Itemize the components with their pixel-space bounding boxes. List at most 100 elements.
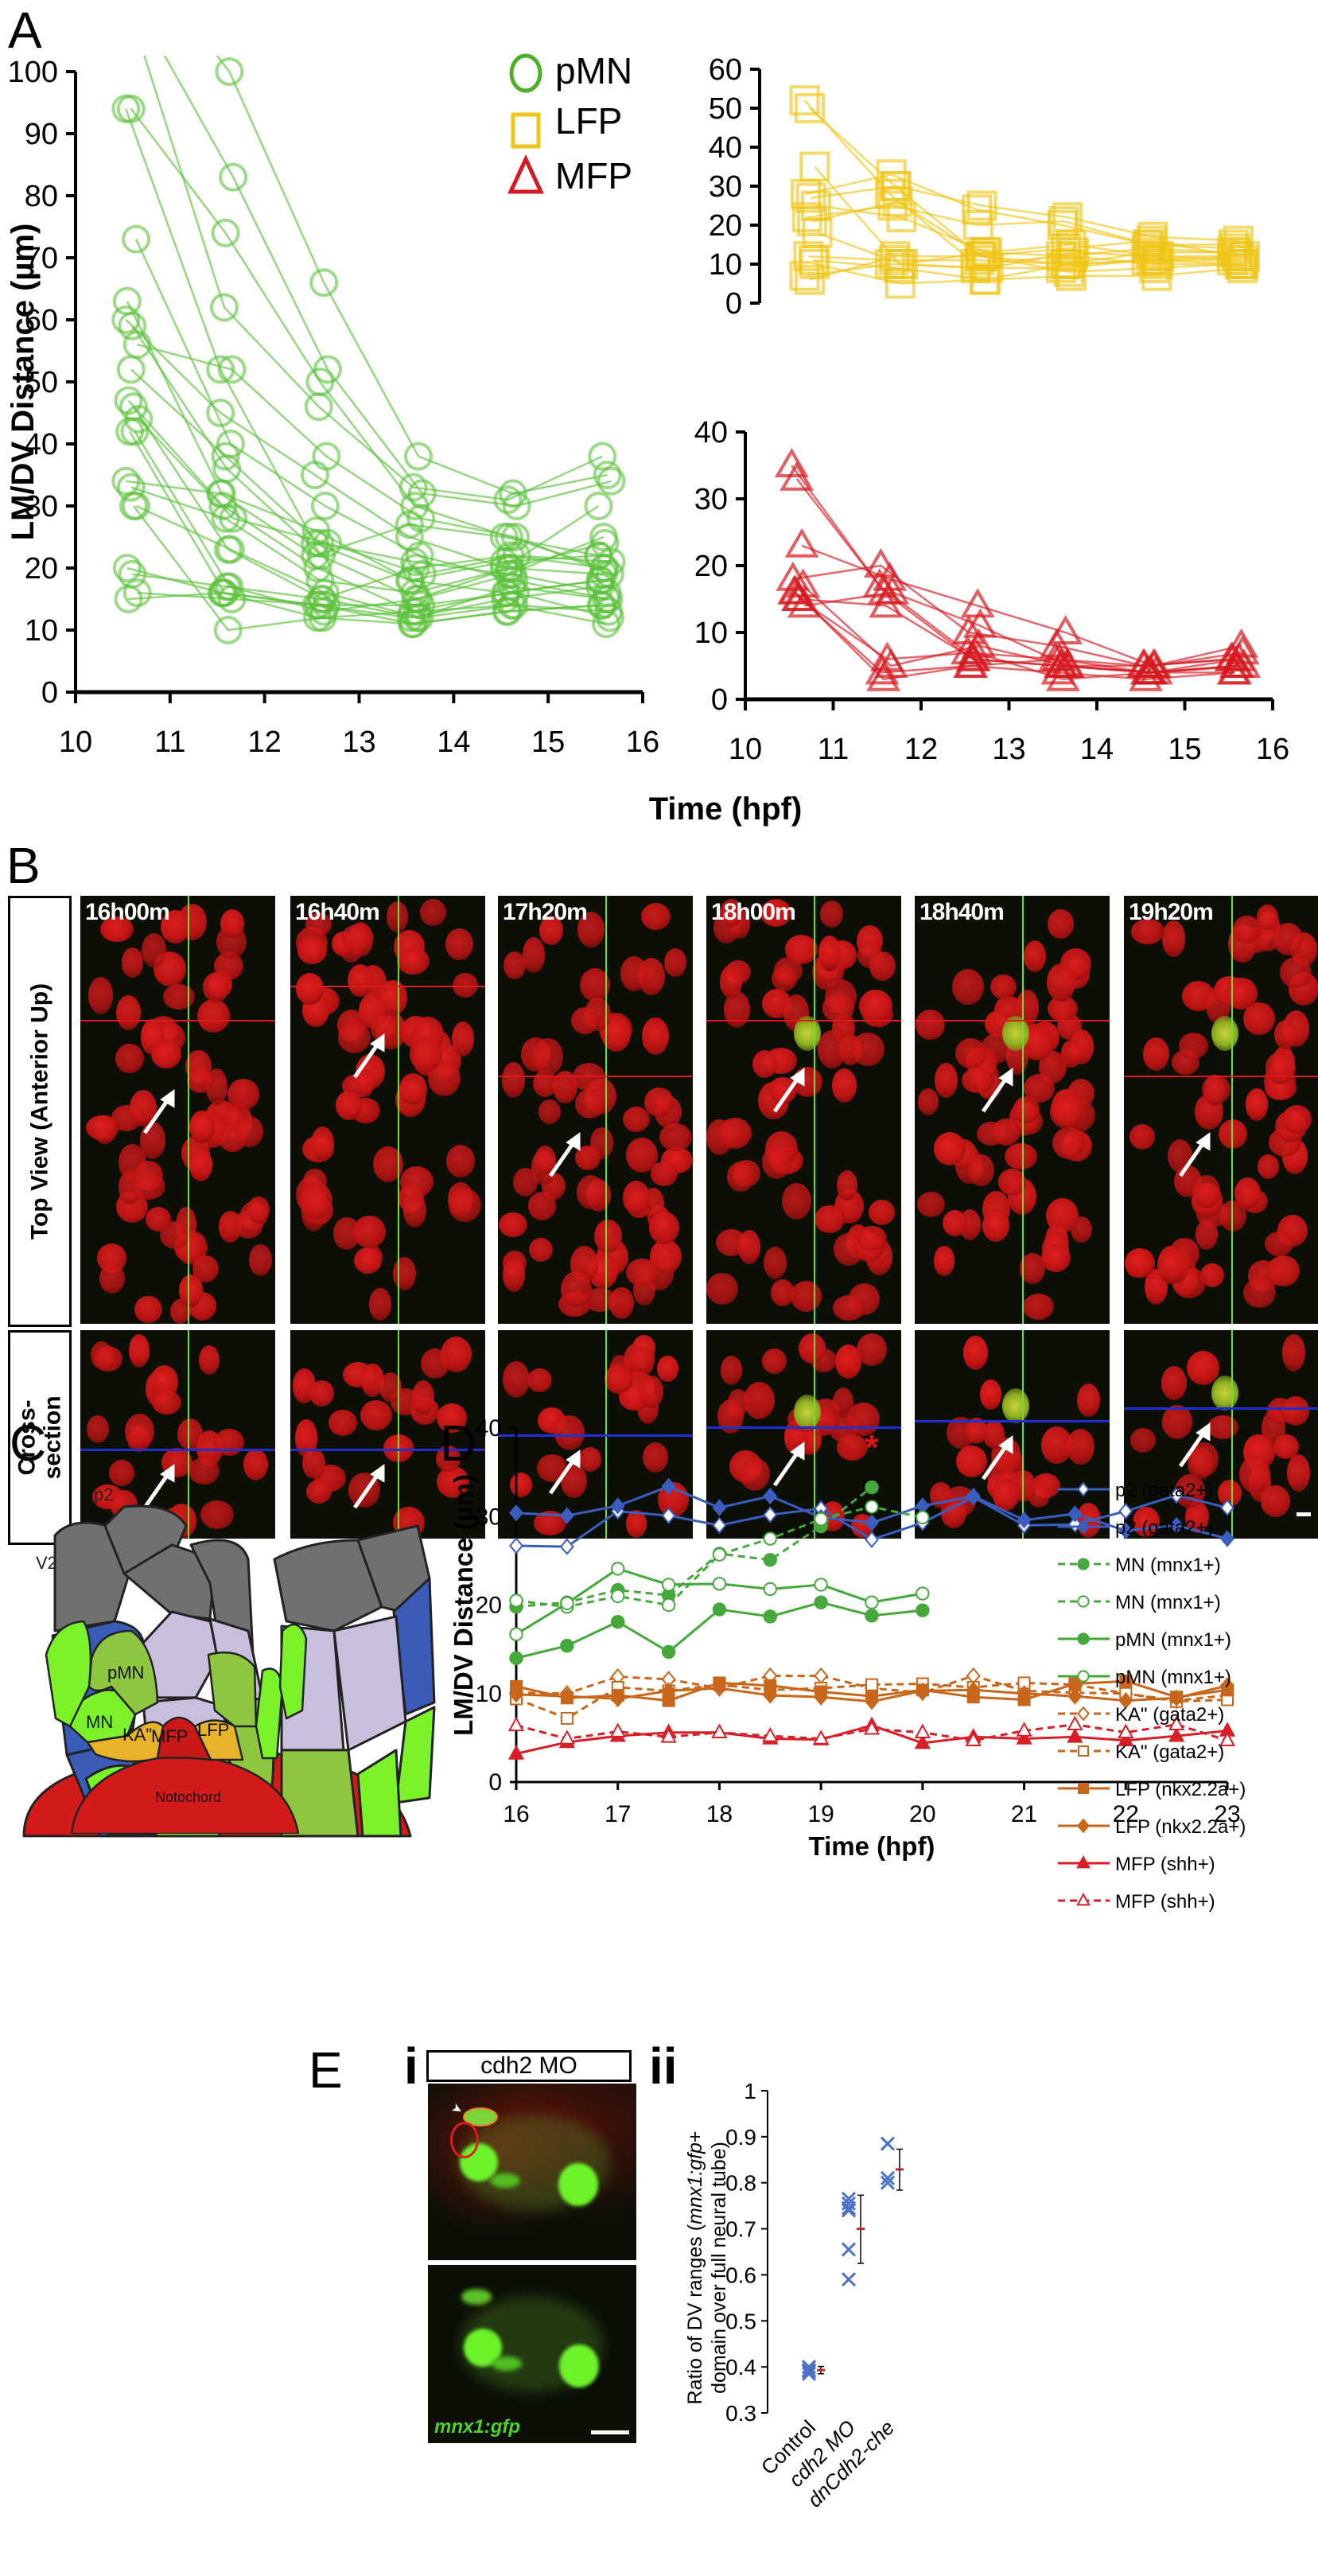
micrograph-top-view: 17h20m [498,896,693,1324]
series-line [138,418,612,576]
x-tick-label: 12 [248,726,282,759]
data-point [965,241,996,272]
image-label: mnx1:gfp [434,2416,520,2438]
data-point [875,249,905,279]
y-tick-label: 0.9 [725,2125,756,2150]
arrow-icon [981,1068,1013,1113]
micrograph-cross-section [498,1330,693,1539]
data-point [712,1499,727,1516]
timestamp-label: 17h20m [503,899,588,925]
data-point [1077,1670,1090,1683]
data-point [593,461,622,489]
micrograph-e-merged: ➤ [428,2084,636,2260]
data-point [711,1723,728,1738]
data-point [916,1603,930,1617]
series-line [793,591,1234,681]
legend-label: pMN [555,50,632,91]
micrograph-top-view: 18h40m [915,896,1110,1324]
data-point [1042,641,1077,671]
data-point [610,1497,625,1515]
legend-marker-triangle-icon [507,154,544,194]
arrow-icon [1179,1422,1211,1468]
legend-label: MFP [555,155,632,197]
x-tick-label: 17 [605,1801,631,1827]
data-point [1076,1893,1091,1906]
data-point [814,1512,828,1527]
data-point [122,578,152,608]
y-tick-label: 10 [25,614,58,648]
data-point [814,1688,829,1706]
series-line [126,480,599,557]
y-tick-label: 0.3 [725,2401,756,2426]
panel-label-e: E [309,2041,343,2099]
data-point [1017,1512,1032,1529]
data-point [611,1562,625,1576]
legend-label: pMN (mnx1+) [1115,1629,1231,1651]
data-point [508,1537,524,1555]
series-line [216,56,608,495]
y-tick-label: 0.7 [725,2217,756,2242]
data-point [508,1686,524,1703]
data-point [962,194,993,225]
y-tick-label: 1 [744,2079,756,2103]
legend: pMN LFP MFP [507,50,632,197]
y-tick-label: 40 [709,131,742,165]
data-point [489,554,519,582]
data-point [1169,1486,1184,1504]
chart-d: 0 10 20 30 40 16 17 18 19 20 21 22 23 Time (hpf) LM/DV… [449,1415,1246,1913]
label-v2: V2 [36,1553,57,1573]
data-point [1039,628,1074,658]
data-point [497,590,527,620]
x-tick-label: 22 [1113,1801,1139,1827]
arrow-icon [981,1434,1013,1481]
micrograph-cross-section [290,1330,485,1539]
x-tick-label: 12 [904,733,938,766]
data-point [966,1681,981,1699]
data-point [406,590,436,620]
data-point [841,2242,857,2257]
data-point [882,186,913,217]
data-point [116,355,146,384]
y-tick-label: 0.8 [725,2171,756,2196]
data-point [866,661,901,691]
series-line [130,368,605,576]
data-point [1017,1685,1032,1702]
data-point [960,588,995,618]
series-line [143,56,603,501]
data-point [400,547,430,577]
data-point [1067,1728,1083,1743]
legend-label: MN (mnx1+) [1115,1592,1221,1613]
data-point [1051,648,1086,678]
data-point [962,608,997,638]
significance-asterisk: * [865,1428,879,1467]
data-point [864,1531,880,1548]
sub-label-ii: ii [649,2037,678,2095]
data-point [763,1687,778,1704]
data-point [399,473,428,502]
data-point [797,206,828,237]
data-point [864,1514,880,1531]
legend-label: LFP (nkx2.2a+) [1115,1779,1246,1800]
data-point [780,461,815,491]
data-point [586,590,616,620]
data-point [310,492,340,520]
diagram-upper-labels: p2 V2 [36,1485,113,1573]
plot-area [111,56,626,644]
data-point [951,615,986,644]
data-point [208,578,238,608]
data-point [1067,1687,1083,1705]
label-p2: p2 [94,1485,113,1504]
data-point [589,523,618,551]
data-point [794,93,825,123]
data-point [560,1638,574,1653]
data-point [592,609,621,639]
series-line [137,591,611,619]
series-line [795,591,1235,681]
data-point [122,224,151,254]
timestamp-label: 19h20m [1129,899,1214,925]
data-point [763,1609,777,1624]
x-tick-label: 13 [342,726,375,759]
micrograph-e-gfp: mnx1:gfp [428,2265,636,2443]
legend-label: KA" (gata2+) [1115,1741,1224,1763]
